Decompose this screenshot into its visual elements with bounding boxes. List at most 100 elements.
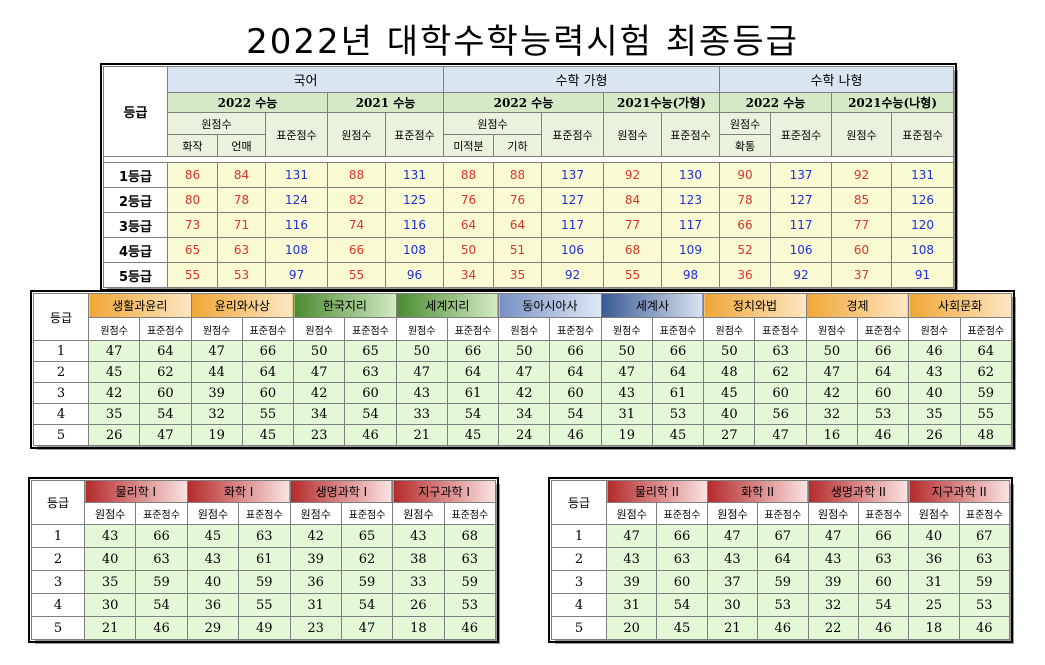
raw-score-header: 원점수 — [190, 317, 243, 341]
raw-score-cell: 45 — [186, 524, 240, 548]
raw-score-cell: 26 — [908, 424, 961, 446]
std-score-cell: 62 — [139, 361, 192, 383]
std-score-cell: 63 — [135, 547, 188, 571]
elective-header: 확통 — [719, 134, 772, 157]
raw-score-cell: 23 — [289, 616, 342, 640]
std-score-cell: 49 — [238, 616, 291, 640]
raw-score-cell: 30 — [83, 593, 137, 617]
raw-score-cell: 74 — [327, 212, 386, 238]
std-score-cell: 54 — [549, 403, 602, 425]
raw-score-cell: 50 — [805, 340, 858, 362]
grade-label: 2 — [33, 361, 89, 383]
grade-header: 등급 — [33, 293, 89, 341]
std-score-header: 표준점수 — [238, 502, 291, 525]
std-score-cell: 63 — [857, 547, 910, 571]
raw-score-cell: 40 — [703, 403, 756, 425]
raw-score-cell: 46 — [908, 340, 961, 362]
raw-score-cell: 60 — [831, 237, 893, 263]
std-score-cell: 124 — [265, 187, 328, 213]
raw-score-header: 원점수 — [87, 317, 141, 341]
raw-score-cell: 47 — [600, 361, 653, 383]
std-score-header: 표준점수 — [856, 317, 910, 341]
raw-score-cell: 39 — [289, 547, 342, 571]
std-score-cell: 64 — [856, 361, 910, 383]
raw-score-cell: 66 — [719, 212, 772, 238]
std-score-cell: 66 — [651, 340, 705, 362]
raw-score-cell: 43 — [605, 547, 658, 571]
subject-header: 경제 — [805, 293, 910, 318]
raw-score-cell: 47 — [87, 340, 141, 362]
std-score-cell: 55 — [238, 593, 291, 617]
std-score-cell: 53 — [651, 403, 705, 425]
raw-score-cell: 37 — [706, 570, 759, 594]
std-score-cell: 62 — [754, 361, 807, 383]
std-score-cell: 65 — [344, 340, 397, 362]
std-score-cell: 64 — [651, 361, 705, 383]
std-score-cell: 60 — [754, 382, 807, 404]
raw-score-cell: 35 — [908, 403, 961, 425]
raw-score-cell: 66 — [327, 237, 386, 263]
raw-score-cell: 40 — [83, 547, 137, 571]
year-header: 2021수능(나형) — [831, 92, 955, 113]
grade-label: 3등급 — [103, 212, 168, 238]
raw-score-cell: 40 — [908, 382, 961, 404]
subject-header: 물리학 I — [84, 480, 188, 503]
std-score-cell: 46 — [857, 616, 910, 640]
raw-score-cell: 47 — [706, 524, 759, 548]
subject-header: 물리학 II — [606, 480, 708, 503]
std-score-cell: 64 — [446, 361, 500, 383]
std-score-cell: 108 — [891, 237, 955, 263]
subject-header: 세계사 — [600, 293, 705, 318]
raw-score-header: 원점수 — [605, 502, 658, 525]
std-score-header: 표준점수 — [549, 317, 602, 341]
std-score-cell: 131 — [891, 162, 955, 188]
raw-score-cell: 47 — [805, 361, 858, 383]
std-score-cell: 66 — [549, 340, 602, 362]
raw-score-cell: 38 — [392, 547, 445, 571]
raw-score-cell: 52 — [719, 237, 772, 263]
raw-score-cell: 55 — [603, 262, 662, 288]
std-score-cell: 66 — [857, 524, 910, 548]
raw-score-cell: 21 — [395, 424, 448, 446]
raw-score-cell: 22 — [807, 616, 859, 640]
std-score-header: 표준점수 — [891, 112, 955, 157]
raw-score-cell: 88 — [327, 162, 386, 188]
std-score-header: 표준점수 — [344, 317, 397, 341]
raw-score-cell: 47 — [395, 361, 448, 383]
raw-score-header: 원점수 — [600, 317, 653, 341]
std-score-cell: 47 — [340, 616, 394, 640]
std-score-cell: 60 — [856, 382, 910, 404]
raw-score-cell: 42 — [289, 524, 342, 548]
std-score-header: 표준점수 — [443, 502, 497, 525]
raw-score-cell: 32 — [805, 403, 858, 425]
std-score-cell: 92 — [770, 262, 833, 288]
grade-label: 3 — [31, 570, 85, 594]
raw-score-header: 원점수 — [293, 317, 346, 341]
subject-header: 동아시아사 — [498, 293, 602, 318]
raw-score-cell: 43 — [83, 524, 137, 548]
std-score-cell: 60 — [549, 382, 602, 404]
std-score-cell: 54 — [857, 593, 910, 617]
raw-score-cell: 33 — [395, 403, 448, 425]
raw-score-cell: 50 — [443, 237, 494, 263]
raw-score-cell: 65 — [167, 237, 218, 263]
raw-score-cell: 21 — [706, 616, 759, 640]
raw-score-cell: 16 — [805, 424, 858, 446]
std-score-cell: 117 — [660, 212, 721, 238]
raw-score-cell: 35 — [83, 570, 137, 594]
grade-label: 5등급 — [103, 262, 168, 288]
std-score-cell: 64 — [549, 361, 602, 383]
page-title: 2022년 대학수학능력시험 최종등급 — [246, 22, 799, 62]
raw-score-cell: 43 — [908, 361, 961, 383]
std-score-cell: 45 — [656, 616, 708, 640]
std-score-cell: 91 — [891, 262, 955, 288]
raw-score-cell: 50 — [395, 340, 448, 362]
std-score-header: 표준점수 — [959, 317, 1013, 341]
raw-score-cell: 47 — [190, 340, 243, 362]
std-score-cell: 45 — [446, 424, 500, 446]
grade-label: 1 — [551, 524, 607, 548]
std-score-cell: 65 — [340, 524, 394, 548]
std-score-cell: 60 — [656, 570, 708, 594]
std-score-cell: 54 — [656, 593, 708, 617]
raw-score-cell: 34 — [293, 403, 346, 425]
